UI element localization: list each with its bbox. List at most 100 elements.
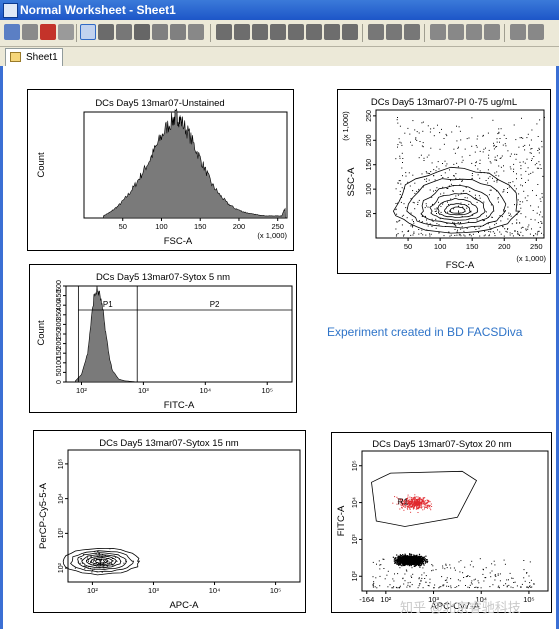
event-dot	[536, 162, 538, 164]
event-dot	[423, 572, 425, 574]
event-dot	[459, 178, 461, 180]
event-dot	[454, 175, 455, 177]
pointer-tool-icon[interactable]	[80, 24, 96, 40]
gate-polygon-icon[interactable]	[216, 24, 232, 40]
gated-event-dot	[413, 504, 415, 506]
text-tool-icon[interactable]	[342, 24, 358, 40]
gate-binner-icon[interactable]	[306, 24, 322, 40]
gated-event-dot	[418, 502, 420, 504]
gated-event-dot	[404, 503, 406, 505]
space-icon[interactable]	[528, 24, 544, 40]
gated-event-dot	[419, 506, 421, 508]
event-dot	[502, 191, 504, 193]
print-icon[interactable]	[22, 24, 38, 40]
pdf-icon[interactable]	[40, 24, 56, 40]
x-axis-label: FSC-A	[446, 260, 475, 271]
event-dot	[453, 175, 454, 177]
event-dot	[399, 562, 401, 564]
gated-event-dot	[413, 501, 415, 503]
event-dot	[401, 561, 403, 563]
event-dot	[479, 163, 481, 164]
gated-event-dot	[406, 504, 408, 505]
event-dot	[404, 559, 406, 561]
histogram-icon[interactable]	[134, 24, 150, 40]
contour-line	[406, 178, 507, 229]
event-dot	[409, 558, 411, 560]
event-dot	[491, 570, 493, 572]
event-dot	[533, 583, 535, 585]
arrow-tool-icon[interactable]	[386, 24, 402, 40]
event-dot	[450, 180, 451, 182]
gate-interval-icon[interactable]	[270, 24, 286, 40]
event-dot	[412, 120, 414, 122]
align-center-icon[interactable]	[448, 24, 464, 40]
gated-event-dot	[421, 501, 423, 503]
plot-unstained-histogram[interactable]: DCs Day5 13mar07-Unstained 50 100 150 200 25…	[27, 89, 294, 251]
gate-snap-icon[interactable]	[252, 24, 268, 40]
event-dot	[439, 218, 441, 220]
gated-event-dot	[418, 505, 420, 506]
event-dot	[527, 195, 529, 197]
event-dot	[408, 557, 410, 560]
plot-sytox20-dotplot[interactable]: DCs Day5 13mar07-Sytox 20 nm R1 -164 10² 1…	[331, 432, 552, 613]
zoom-in-icon[interactable]	[152, 24, 168, 40]
event-dot	[395, 586, 397, 588]
event-dot	[434, 584, 436, 586]
event-dot	[422, 121, 424, 123]
gated-event-dot	[401, 507, 403, 509]
x-tick-label: -164	[359, 595, 374, 604]
event-dot	[471, 583, 473, 585]
gate-rectangle-icon[interactable]	[234, 24, 250, 40]
event-dot	[533, 235, 535, 236]
chart-title: DCs Day5 13mar07-PI 0-75 ug/mL	[371, 97, 517, 108]
event-dot	[504, 143, 506, 145]
contour-plot-icon[interactable]	[116, 24, 132, 40]
distribute-icon[interactable]	[510, 24, 526, 40]
event-dot	[409, 185, 411, 187]
event-dot	[93, 560, 95, 561]
event-dot	[509, 155, 511, 157]
event-dot	[499, 141, 500, 143]
event-dot	[397, 561, 399, 563]
align-top-icon[interactable]	[484, 24, 500, 40]
align-left-icon[interactable]	[430, 24, 446, 40]
event-dot	[417, 558, 419, 561]
event-dot	[422, 234, 424, 236]
line-tool-icon[interactable]	[368, 24, 384, 40]
x-axis: 10² 10³ 10⁴ 10⁵	[87, 582, 281, 595]
event-dot	[430, 233, 432, 235]
dot-plot-icon[interactable]	[98, 24, 114, 40]
event-dot	[518, 193, 520, 195]
tab-sheet1[interactable]: Sheet1	[5, 48, 63, 66]
align-right-icon[interactable]	[466, 24, 482, 40]
event-dot	[397, 117, 398, 118]
event-dot	[410, 575, 412, 577]
dot-plot-chart: DCs Day5 13mar07-Sytox 20 nm R1 -164 10² 1…	[336, 439, 549, 612]
event-dot	[540, 200, 542, 202]
x-axis: -164 10² 10³ 10⁴ 10⁵	[359, 591, 535, 604]
shape-tool-icon[interactable]	[404, 24, 420, 40]
event-dot	[414, 561, 416, 563]
gated-event-dot	[426, 504, 428, 506]
worksheet-icon[interactable]	[4, 24, 20, 40]
copy-icon[interactable]	[58, 24, 74, 40]
event-dot	[508, 215, 510, 216]
gate-quadrant-icon[interactable]	[288, 24, 304, 40]
event-dot	[431, 218, 433, 220]
zoom-out-icon[interactable]	[170, 24, 186, 40]
event-dot	[434, 179, 436, 181]
plot-sytox5-histogram[interactable]: DCs Day5 13mar07-Sytox 5 nm P1 P2 10² 10³ 1…	[29, 264, 297, 413]
event-dot	[411, 554, 413, 556]
event-dot	[103, 560, 105, 561]
event-dot	[418, 553, 421, 555]
plot-pi-contour[interactable]: DCs Day5 13mar07-PI 0-75 ug/mL 50 100 150 2…	[337, 89, 551, 274]
plot-sytox15-contour[interactable]: DCs Day5 13mar07-Sytox 15 nm 10² 10³ 10⁴ 10…	[33, 430, 306, 613]
gated-event-dot	[423, 502, 425, 504]
event-dot	[430, 171, 432, 173]
event-dot	[453, 208, 455, 210]
statistics-icon[interactable]	[188, 24, 204, 40]
gated-event-dot	[412, 507, 414, 509]
event-dot	[420, 557, 422, 560]
gate-copy-icon[interactable]	[324, 24, 340, 40]
